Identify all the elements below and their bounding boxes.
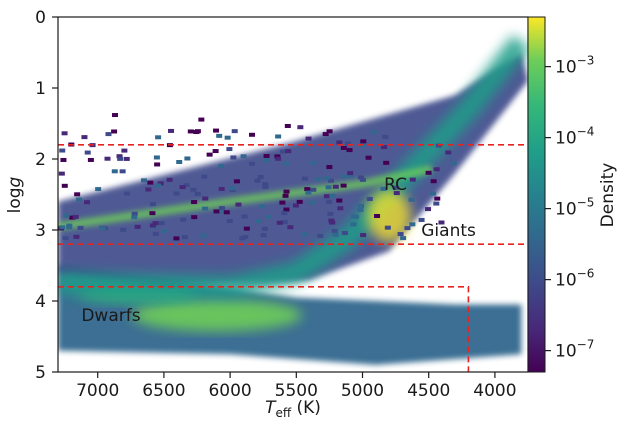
annotations: RC Giants Dwarfs (81, 175, 476, 326)
annotation-giants: Giants (421, 221, 476, 241)
colorbar-tick-label: 10−5 (555, 196, 594, 220)
x-tick-label: 4500 (407, 381, 450, 401)
x-tick-label: 6000 (208, 381, 251, 401)
y-tick-label: 2 (35, 150, 46, 170)
y-axis-ticks: 0 1 2 3 4 5 (35, 8, 58, 383)
x-axis-ticks: 7000 6500 6000 5500 5000 4500 4000 (76, 372, 517, 401)
y-tick-label: 5 (35, 363, 46, 383)
x-tick-label: 6500 (142, 381, 185, 401)
red-clump-core (366, 189, 411, 242)
annotation-rc: RC (384, 175, 407, 195)
colorbar-ticks: 10−3 10−4 10−5 10−6 10−7 (545, 54, 594, 362)
colorbar-tick-label: 10−7 (555, 338, 594, 362)
y-axis-title: logg (5, 176, 25, 213)
threshold-line-2 (58, 285, 470, 372)
colorbar-tick-label: 10−6 (555, 267, 594, 291)
horizontal-branch-ridge (58, 165, 433, 231)
sparse-density-pixels (58, 113, 457, 241)
density-map (58, 35, 528, 365)
giant-sheet (58, 52, 528, 287)
colorbar-label: Density (598, 163, 618, 228)
colorbar (527, 16, 546, 373)
x-axis-title: Teff (K) (265, 398, 321, 420)
y-tick-label: 3 (35, 221, 46, 241)
annotation-dwarfs: Dwarfs (81, 306, 140, 326)
threshold-lines (58, 144, 528, 372)
x-tick-label: 5000 (341, 381, 384, 401)
colorbar-tick-label: 10−4 (555, 125, 594, 149)
x-tick-label: 7000 (76, 381, 119, 401)
colorbar-tick-label: 10−3 (555, 54, 594, 78)
y-tick-label: 1 (35, 79, 46, 99)
x-tick-label: 4000 (473, 381, 516, 401)
x-tick-label: 5500 (275, 381, 318, 401)
y-tick-label: 0 (35, 8, 46, 28)
y-tick-label: 4 (35, 292, 46, 312)
main-sequence-core (131, 299, 302, 332)
